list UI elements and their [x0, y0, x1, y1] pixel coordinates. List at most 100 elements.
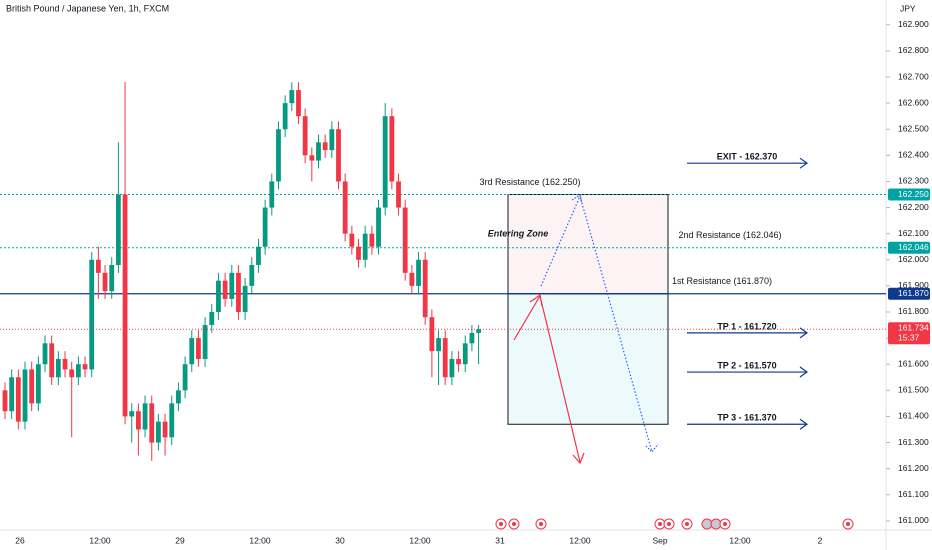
- y-tick-label: 162.900: [898, 19, 929, 29]
- candle-body: [456, 358, 461, 365]
- candle-body: [169, 403, 175, 438]
- candle-body: [336, 129, 341, 182]
- y-tick-label: 161.500: [898, 385, 929, 395]
- y-tick-label: 162.200: [898, 202, 929, 212]
- candle-body: [262, 207, 268, 247]
- x-tick-label: 29: [175, 535, 185, 545]
- x-tick-label: 12:00: [569, 535, 591, 545]
- candle-body: [422, 259, 428, 318]
- price-tag: [888, 322, 930, 345]
- x-tick-label: Sep: [652, 535, 667, 545]
- y-tick-label: 161.600: [898, 358, 929, 368]
- candle-body: [136, 411, 141, 430]
- candle-body: [209, 311, 215, 326]
- candle-body: [389, 116, 395, 182]
- candle-body: [89, 259, 95, 370]
- y-tick-label: 162.600: [898, 97, 929, 107]
- y-tick-label: 161.200: [898, 463, 929, 473]
- candle-body: [449, 358, 455, 378]
- target-label: TP 3 - 161.370: [717, 413, 776, 423]
- level-text: 3rd Resistance (162.250): [479, 177, 580, 187]
- candle-body: [35, 364, 41, 404]
- candle-body: [229, 272, 235, 299]
- candle-body: [22, 369, 28, 422]
- candle-body: [349, 233, 355, 247]
- candle-body: [42, 343, 48, 365]
- y-tick-label: 162.300: [898, 176, 929, 186]
- zone-lower: [507, 293, 669, 425]
- arrow-head: [572, 452, 585, 465]
- candle-body: [362, 233, 368, 260]
- x-tick-label: 12:00: [729, 535, 751, 545]
- candle-body: [55, 358, 61, 378]
- candle-body: [75, 364, 81, 378]
- candle-body: [356, 246, 361, 260]
- event-dot: [846, 522, 850, 526]
- candle-body: [296, 90, 301, 117]
- y-tick-label: 162.000: [898, 254, 929, 264]
- event-dot: [512, 522, 516, 526]
- candle-body: [442, 338, 448, 378]
- candle-body: [469, 332, 475, 344]
- event-dot: [723, 522, 727, 526]
- y-tick-label: 161.100: [898, 489, 929, 499]
- x-tick-label: 12:00: [249, 535, 271, 545]
- candle-body: [2, 390, 8, 412]
- target-label: EXIT - 162.370: [717, 152, 778, 162]
- candle-body: [122, 194, 128, 417]
- x-tick-label: 31: [495, 535, 505, 545]
- candle-body: [462, 343, 468, 365]
- price-tag-label: 162.046: [898, 242, 929, 252]
- y-tick-label: 162.800: [898, 45, 929, 55]
- candle-body: [436, 338, 441, 352]
- arrow-head: [799, 327, 809, 339]
- candle-body: [109, 265, 115, 292]
- arrow-head: [645, 443, 659, 453]
- price-tag-label: 162.250: [898, 189, 929, 199]
- candle-body: [316, 142, 321, 161]
- candle-body: [82, 364, 88, 370]
- candle-body: [149, 403, 155, 443]
- y-tick-label: 162.400: [898, 150, 929, 160]
- candle-body: [396, 181, 401, 208]
- zone-label: Entering Zone: [488, 228, 549, 238]
- candle-body: [429, 317, 435, 352]
- candle-body: [289, 90, 295, 104]
- candle-body: [216, 280, 221, 312]
- arrow-head: [529, 293, 543, 307]
- candle-body: [309, 155, 315, 161]
- price-tag: [888, 287, 930, 300]
- y-tick-label: 161.400: [898, 411, 929, 421]
- candle-body: [269, 181, 275, 208]
- candle-body: [162, 421, 168, 438]
- candle-body: [282, 103, 288, 130]
- events: [495, 518, 854, 530]
- candle-body: [62, 358, 68, 370]
- x-tick-label: 2: [818, 535, 823, 545]
- candle-body: [402, 207, 408, 273]
- candle-body: [202, 325, 208, 359]
- candle-body: [369, 233, 375, 247]
- event-dot: [539, 522, 543, 526]
- candle-body: [329, 129, 335, 151]
- y-tick-label: 161.000: [898, 515, 929, 525]
- candle-body: [182, 364, 188, 391]
- y-tick-label: 161.900: [898, 280, 929, 290]
- target-label: TP 1 - 161.720: [717, 321, 776, 331]
- candle-body: [176, 390, 181, 404]
- candle-body: [95, 259, 101, 273]
- event-dot: [658, 522, 662, 526]
- candle-body: [322, 142, 328, 151]
- candle-body: [69, 369, 75, 378]
- candle-body: [115, 194, 121, 265]
- x-tick-label: 30: [335, 535, 345, 545]
- candle-body: [276, 129, 281, 182]
- y-tick-label: 161.800: [898, 306, 929, 316]
- y-tick-label: 162.700: [898, 71, 929, 81]
- price-tag-label: 161.870: [898, 288, 929, 298]
- candle-body: [256, 246, 261, 265]
- level-text: 2nd Resistance (162.046): [678, 230, 781, 240]
- event-dot: [685, 522, 689, 526]
